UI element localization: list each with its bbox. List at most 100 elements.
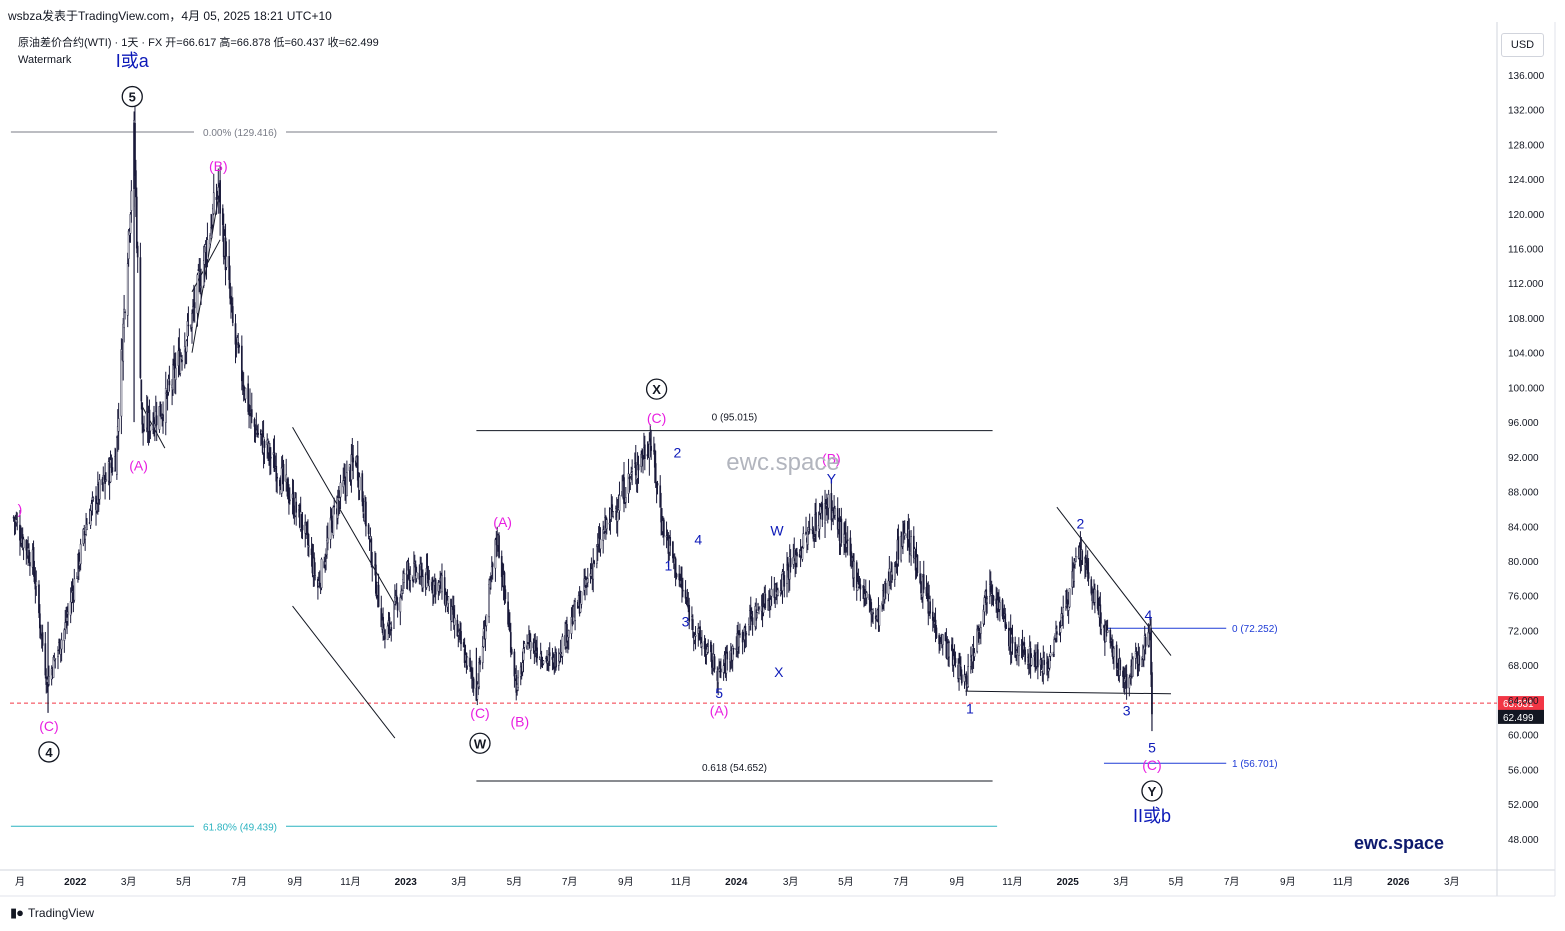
tradingview-logo-icon: ▮● <box>10 905 24 920</box>
candle-body <box>488 584 490 618</box>
candle-body <box>688 604 691 622</box>
candle-body <box>758 606 760 610</box>
candle-body <box>498 535 500 558</box>
currency-button[interactable]: USD <box>1501 33 1544 57</box>
price-label-bg <box>1498 696 1544 711</box>
x-tick-label: 9月 <box>1280 876 1296 888</box>
candle-body <box>605 519 608 530</box>
candle-body <box>819 506 822 514</box>
candle-body <box>691 619 694 631</box>
candle-body <box>998 602 1001 610</box>
price-label: 62.499 <box>1503 713 1534 724</box>
x-tick-label: 9月 <box>949 876 965 888</box>
candle-body <box>434 579 437 595</box>
candle-body <box>878 605 881 626</box>
wave-label: (B) <box>511 714 530 730</box>
y-tick-label: 100.000 <box>1508 383 1545 394</box>
wave-label: (A) <box>129 457 148 473</box>
time-axis[interactable]: 月 2022 3月 5月 7月 9月 11月 2023 3月 5月 7月 9月 11月 2024 3月 5月 7… <box>15 876 1460 888</box>
candle-body <box>510 649 513 654</box>
wave-label: (C) <box>647 410 666 426</box>
x-tick-label: 2024 <box>725 877 748 888</box>
candle-body <box>390 627 393 631</box>
wave-label: 4 <box>694 531 702 547</box>
candle-body <box>929 601 931 614</box>
tradingview-brand[interactable]: ▮● TradingView <box>10 905 94 921</box>
candle-body <box>209 235 211 245</box>
y-tick-label: 88.000 <box>1508 488 1539 499</box>
candle-body <box>529 641 532 652</box>
candle-body <box>593 560 595 565</box>
candle-body <box>979 627 982 634</box>
wave-label: Y <box>827 471 837 487</box>
candle-body <box>179 356 182 374</box>
trendline <box>292 605 396 739</box>
candle-body <box>542 660 545 664</box>
wave-label: 4 <box>45 745 53 760</box>
candle-body <box>58 639 61 654</box>
candle-body <box>764 593 767 609</box>
candle-body <box>865 592 868 599</box>
candle-body <box>853 560 855 579</box>
candle-body <box>611 504 614 515</box>
candle-body <box>1138 655 1141 666</box>
y-tick-label: 84.000 <box>1508 522 1539 533</box>
candles <box>12 104 1153 732</box>
wave-label: 5 <box>1148 740 1156 756</box>
candle-body <box>796 552 798 557</box>
y-tick-label: 116.000 <box>1508 244 1544 255</box>
candle-body <box>701 642 703 647</box>
candle-body <box>523 643 526 648</box>
wave-label: X <box>652 382 661 397</box>
candle-body <box>346 472 348 497</box>
wave-annotations: I或a5(B)(A))(C)4(A)(C)(B)WX(C)21435(A)WX(… <box>18 51 1444 853</box>
candle-body <box>1011 637 1014 644</box>
candle-body <box>672 541 674 559</box>
candle-body <box>149 425 152 432</box>
candle-body <box>856 581 859 591</box>
wave-label: W <box>770 523 784 539</box>
candle-body <box>1106 629 1109 633</box>
candle-body <box>840 518 843 543</box>
candle-body <box>384 629 386 640</box>
candle-body <box>821 503 824 520</box>
wave-label: (A) <box>493 514 512 530</box>
x-tick-label: 3月 <box>451 876 467 888</box>
wave-label: (A) <box>710 702 729 718</box>
candle-body <box>675 573 678 578</box>
x-tick-label: 月 <box>15 876 25 888</box>
x-tick-label: 3月 <box>1113 876 1129 888</box>
candle-body <box>834 508 836 516</box>
candle-body <box>484 626 487 640</box>
candle-body <box>908 530 911 551</box>
candle-body <box>623 477 625 504</box>
candle-body <box>250 409 253 418</box>
candle-body <box>1081 550 1084 565</box>
candle-body <box>634 462 637 476</box>
candle-body <box>548 652 551 657</box>
candle-body <box>954 658 957 664</box>
candle-body <box>447 596 450 604</box>
candle-body <box>1144 636 1147 647</box>
candle-body <box>618 495 621 511</box>
x-tick-label: 5月 <box>176 876 192 888</box>
wave-circle <box>121 85 143 108</box>
candle-body <box>870 602 873 615</box>
candle-body <box>244 387 247 400</box>
x-tick-label: 7月 <box>231 876 247 888</box>
candle-body <box>756 612 758 619</box>
wave-label: 5 <box>715 685 723 701</box>
x-tick-label: 11月 <box>1333 876 1353 888</box>
candle-body <box>566 624 568 643</box>
candle-body <box>846 539 849 541</box>
candle-body <box>193 302 196 309</box>
x-tick-label: 2022 <box>64 877 87 888</box>
wave-label: Y <box>1148 784 1157 799</box>
candle-body <box>808 528 811 531</box>
candle-body <box>815 512 817 532</box>
candle-body <box>777 589 779 596</box>
candle-body <box>327 537 329 544</box>
candle-body <box>806 530 809 545</box>
price-axis[interactable]: 136.000 132.000 128.000 124.000 120.000 116.0… <box>1508 71 1545 846</box>
